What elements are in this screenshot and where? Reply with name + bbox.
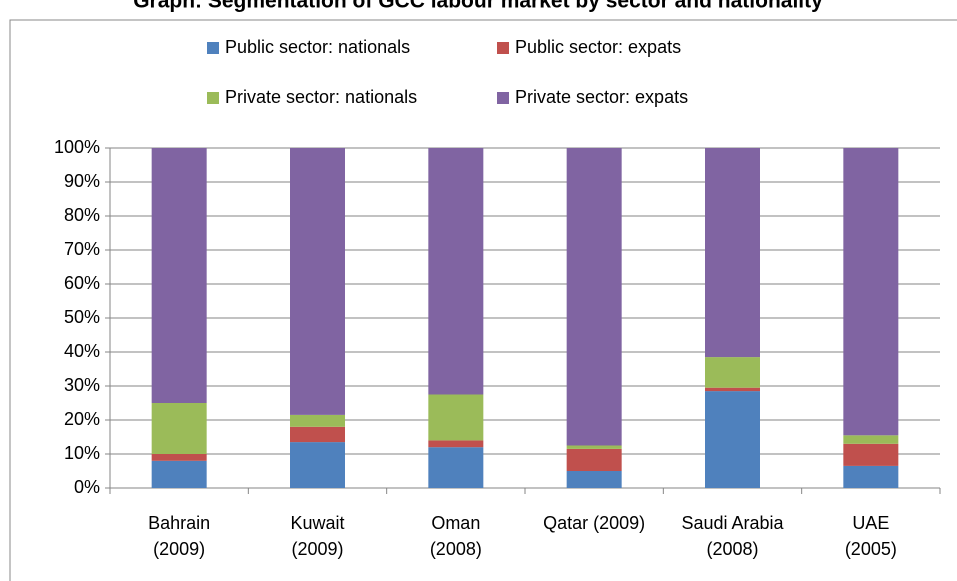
legend-label: Public sector: expats: [515, 37, 681, 57]
bar-segment: [843, 148, 899, 436]
legend-swatch: [497, 92, 509, 104]
chart-frame: [9, 19, 957, 581]
y-tick-label: 60%: [64, 273, 100, 293]
bar-segment: [428, 440, 484, 448]
y-tick-label: 20%: [64, 409, 100, 429]
legend-label: Private sector: expats: [515, 87, 688, 107]
bar-segment: [151, 454, 207, 461]
legend-swatch: [497, 42, 509, 54]
legend-swatch: [207, 92, 219, 104]
x-tick-label: Oman (2008): [429, 513, 482, 559]
x-tick-label: Kuwait (2009): [290, 513, 345, 559]
x-tick-label: Qatar (2009): [543, 513, 646, 533]
y-tick-label: 0%: [74, 477, 100, 497]
bar-segment: [151, 460, 207, 488]
bar-segment: [566, 148, 622, 446]
bar-segment: [566, 445, 622, 449]
y-tick-label: 100%: [54, 137, 100, 157]
legend-swatch: [207, 42, 219, 54]
bar-segment: [290, 426, 345, 443]
legend-label: Private sector: nationals: [225, 87, 417, 107]
x-tick-label: UAE (2005): [844, 513, 897, 559]
y-tick-label: 80%: [64, 205, 100, 225]
x-tick-label: Saudi Arabia (2008): [681, 513, 784, 559]
bar-segment: [290, 414, 345, 427]
x-tick-label: Bahrain (2009): [148, 513, 211, 559]
bar-segment: [290, 442, 345, 488]
bar-segment: [151, 148, 207, 403]
y-tick-label: 70%: [64, 239, 100, 259]
bar-segment: [843, 435, 899, 444]
bar-segment: [705, 391, 760, 488]
bar-segment: [705, 387, 760, 392]
bar-segment: [705, 357, 760, 388]
bar-segment: [290, 148, 345, 415]
chart-title: Graph: Segmentation of GCC labour market…: [133, 0, 823, 13]
bar-segment: [705, 148, 760, 358]
legend-label: Public sector: nationals: [225, 37, 410, 57]
y-tick-label: 30%: [64, 375, 100, 395]
y-tick-label: 90%: [64, 171, 100, 191]
bar-segment: [566, 448, 622, 471]
bar-segment: [428, 394, 484, 441]
y-tick-label: 50%: [64, 307, 100, 327]
bar-segment: [151, 403, 207, 454]
bar-segment: [428, 148, 484, 395]
bar-segment: [843, 465, 899, 488]
y-tick-label: 10%: [64, 443, 100, 463]
bar-segment: [843, 443, 899, 466]
y-tick-label: 40%: [64, 341, 100, 361]
bar-segment: [428, 447, 484, 488]
bar-segment: [566, 471, 622, 488]
